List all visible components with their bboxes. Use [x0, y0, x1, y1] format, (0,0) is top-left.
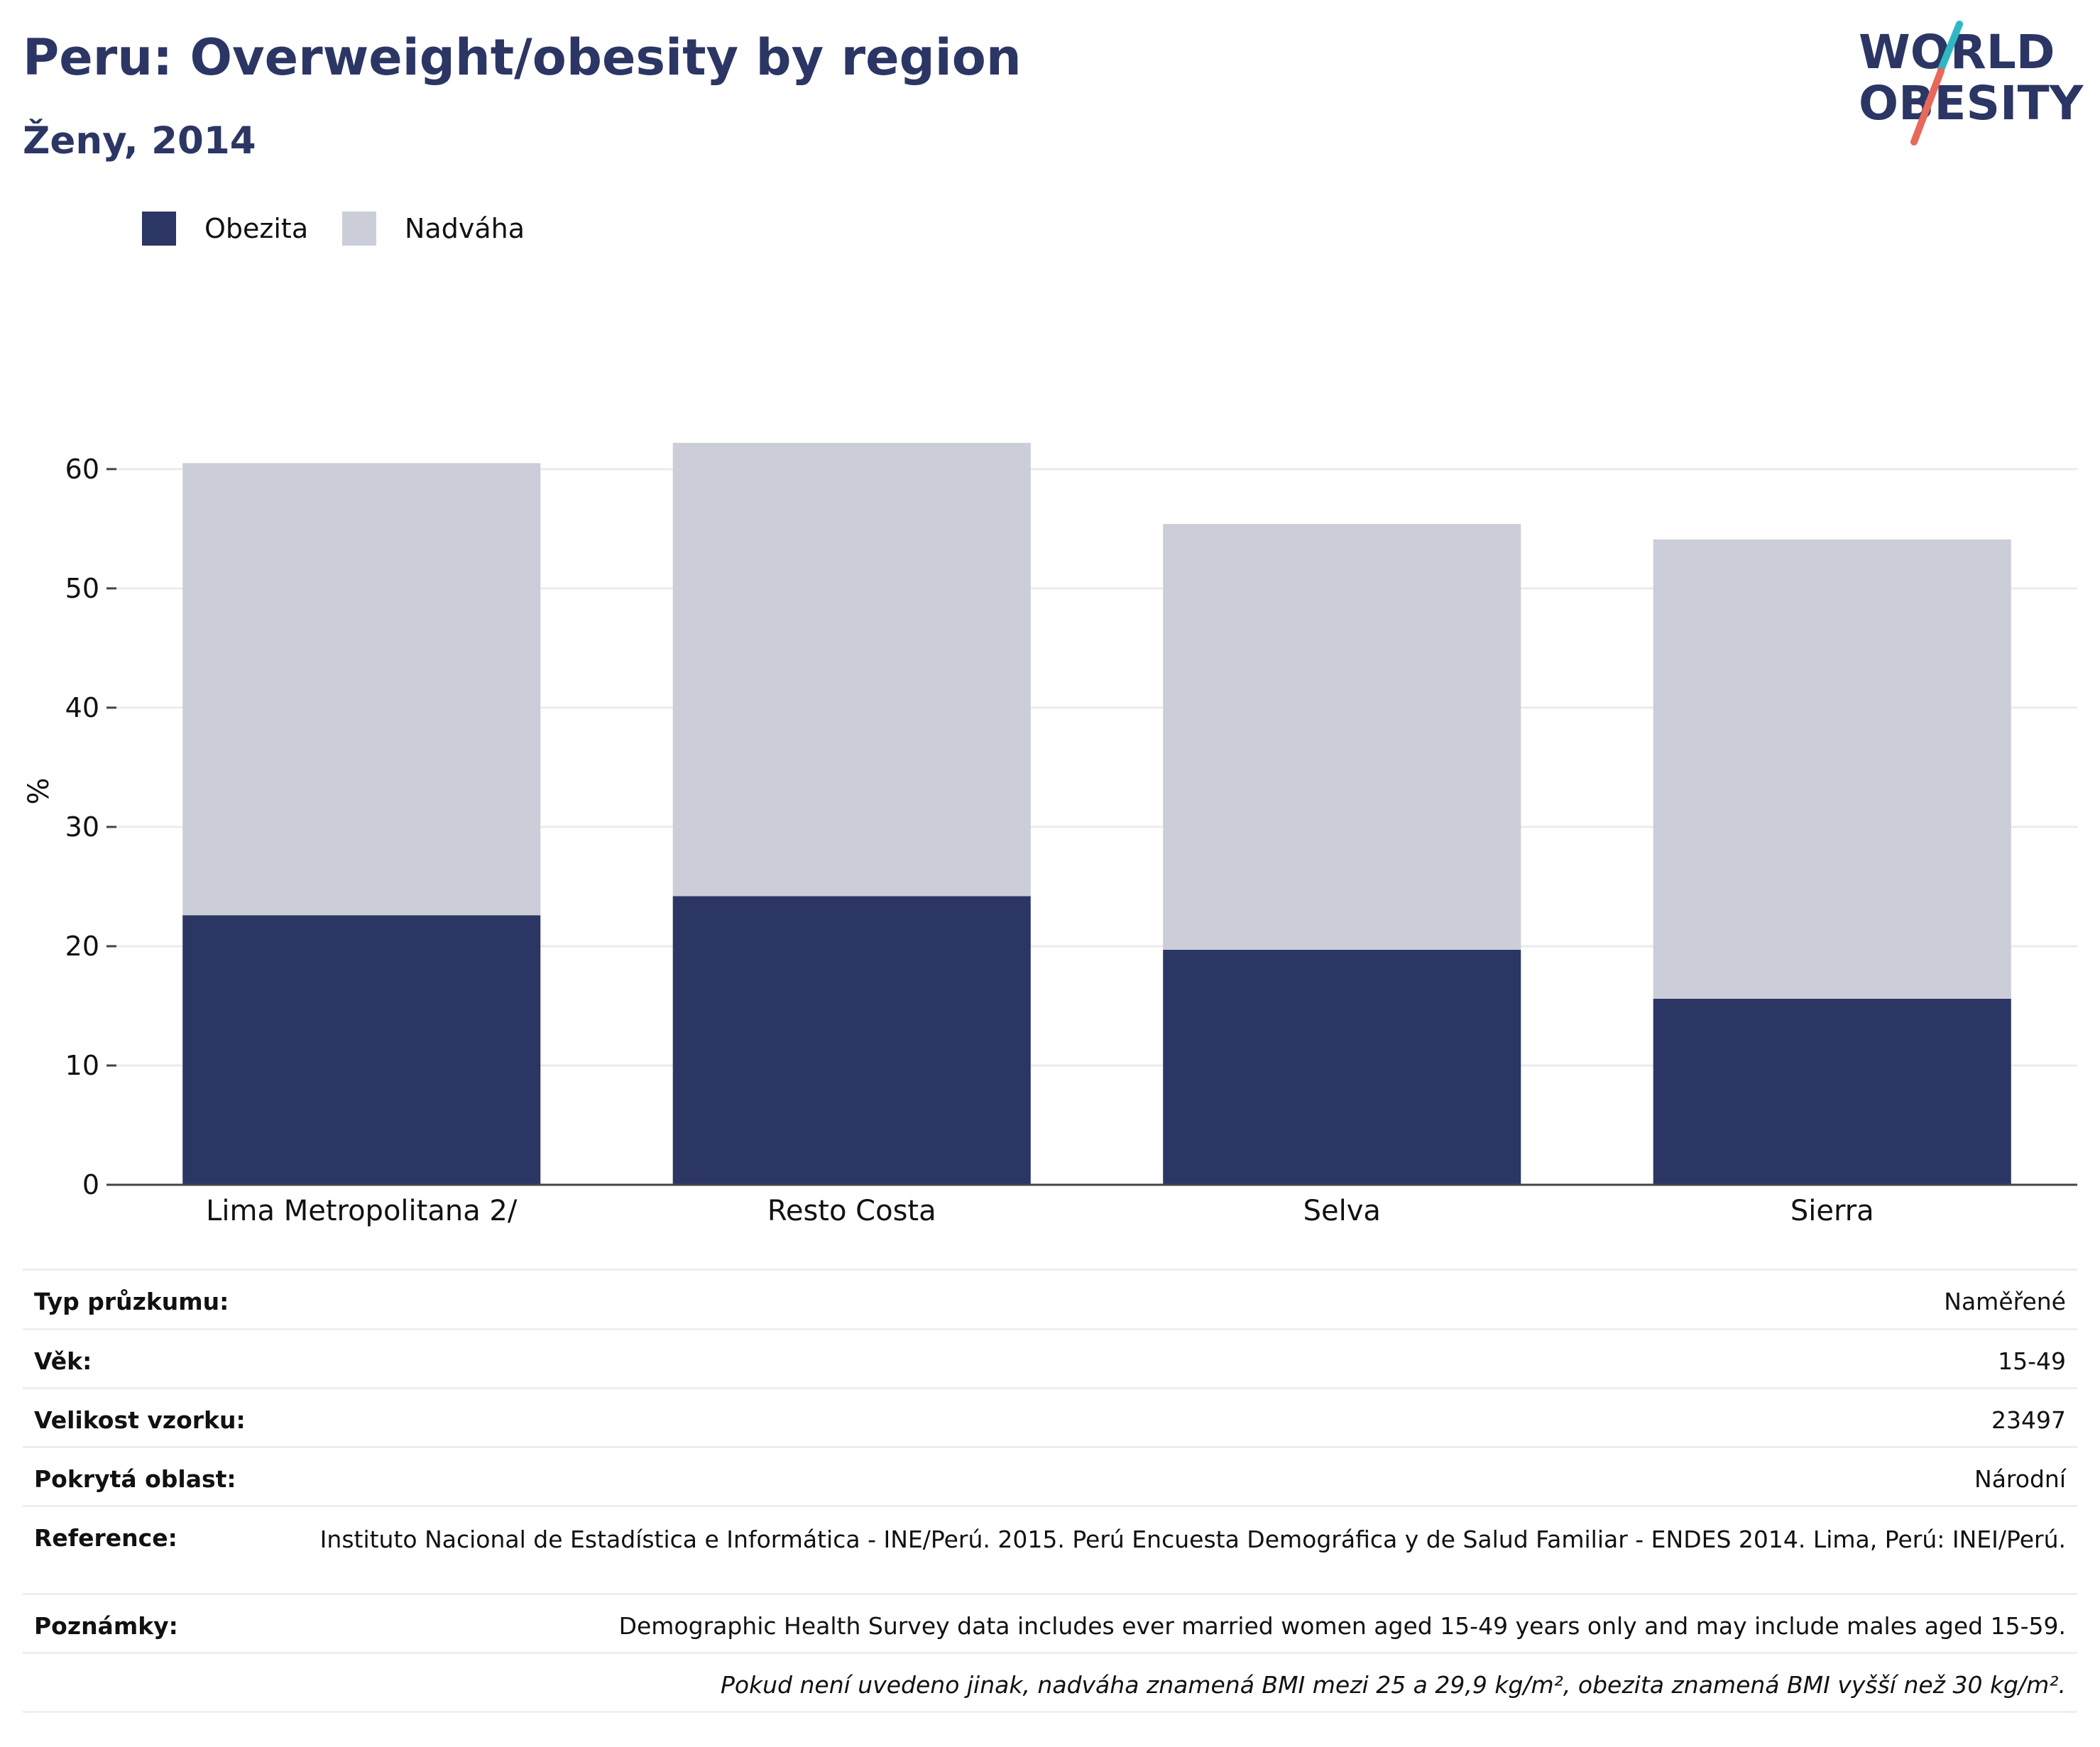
- bar-segment-nadvaha: [182, 463, 541, 916]
- chart-subtitle: Ženy, 2014: [23, 119, 256, 163]
- info-value: Demographic Health Survey data includes …: [263, 1593, 2077, 1653]
- info-row-footnote: Pokud není uvedeno jinak, nadváha znamen…: [23, 1652, 2077, 1713]
- info-row-survey-type: Typ průzkumu: Naměřené: [23, 1269, 2077, 1330]
- bar-segment-obezita: [182, 915, 541, 1185]
- x-tick-label: Selva: [1303, 1195, 1381, 1227]
- bar-segment-nadvaha: [1653, 539, 2011, 999]
- info-value: Instituto Nacional de Estadística e Info…: [263, 1505, 2077, 1594]
- info-value: Národní: [263, 1446, 2077, 1506]
- legend-swatch-obezita: [142, 212, 176, 246]
- info-row-notes: Poznámky: Demographic Health Survey data…: [23, 1593, 2077, 1653]
- info-value: Naměřené: [263, 1269, 2077, 1330]
- logo-slash-teal: [1937, 21, 1963, 73]
- y-tick-label: 0: [82, 1169, 99, 1200]
- legend-swatch-nadvaha: [342, 212, 376, 246]
- info-key: Pokrytá oblast:: [23, 1446, 263, 1506]
- bar-segment-nadvaha: [672, 442, 1031, 897]
- info-value: 15-49: [263, 1328, 2077, 1389]
- info-row-sample-size: Velikost vzorku: 23497: [23, 1387, 2077, 1447]
- info-key: Poznámky:: [23, 1593, 263, 1653]
- info-key: Reference:: [23, 1505, 263, 1594]
- bar-segment-nadvaha: [1163, 524, 1521, 950]
- x-tick-label: Resto Costa: [767, 1195, 936, 1227]
- y-tick-label: 40: [65, 692, 99, 723]
- logo-slash-coral: [1910, 67, 1945, 146]
- chart-title: Peru: Overweight/obesity by region: [23, 28, 1022, 87]
- bar-segment-obezita: [672, 896, 1031, 1185]
- y-tick-label: 10: [65, 1050, 99, 1081]
- y-tick-label: 50: [65, 573, 99, 604]
- stacked-bar-chart: 0 10 20 30 40 50 60% Lima Metropolitana 2/Resto…: [23, 442, 2077, 1227]
- bar-segment-obezita: [1653, 998, 2011, 1185]
- y-axis-title: %: [23, 777, 55, 804]
- survey-info-table: Typ průzkumu: Naměřené Věk: 15-49 Veliko…: [23, 1269, 2077, 1713]
- info-footnote: Pokud není uvedeno jinak, nadváha znamen…: [23, 1652, 2077, 1713]
- x-tick-label: Lima Metropolitana 2/: [206, 1195, 518, 1227]
- logo-line-2: OBESITY: [1859, 76, 2084, 131]
- y-tick-label: 60: [65, 454, 99, 485]
- info-row-age: Věk: 15-49: [23, 1328, 2077, 1389]
- info-key: Věk:: [23, 1328, 263, 1389]
- y-tick-label: 30: [65, 811, 99, 843]
- info-row-area-covered: Pokrytá oblast: Národní: [23, 1446, 2077, 1506]
- info-value: 23497: [263, 1387, 2077, 1447]
- y-tick-label: 20: [65, 931, 99, 962]
- world-obesity-logo: WORLD OBESITY: [1859, 21, 2084, 146]
- info-key: Typ průzkumu:: [23, 1269, 263, 1330]
- legend-label-nadvaha: Nadváha: [405, 213, 525, 244]
- bar-segment-obezita: [1163, 949, 1521, 1185]
- info-key: Velikost vzorku:: [23, 1387, 263, 1447]
- info-row-reference: Reference: Instituto Nacional de Estadís…: [23, 1505, 2077, 1594]
- legend-label-obezita: Obezita: [204, 213, 309, 244]
- x-tick-label: Sierra: [1790, 1195, 1874, 1227]
